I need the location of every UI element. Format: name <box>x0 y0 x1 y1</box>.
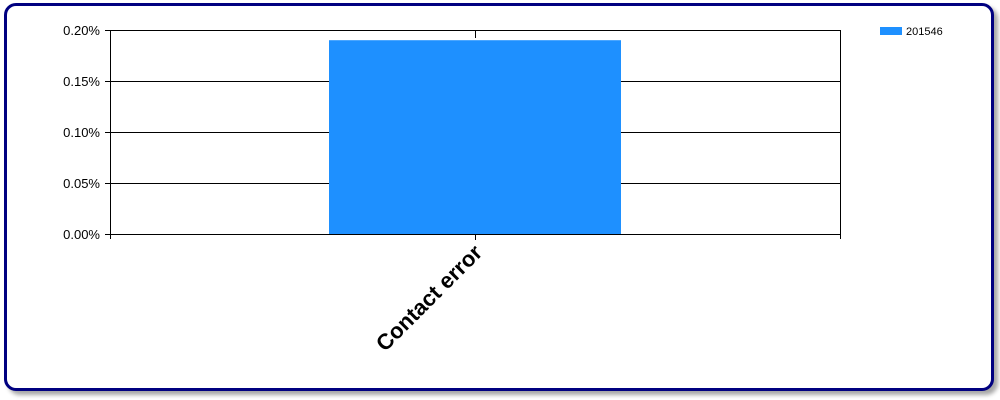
y-tick-label: 0.10% <box>63 125 100 140</box>
y-tick-label: 0.15% <box>63 74 100 89</box>
legend-swatch <box>880 27 902 35</box>
bar <box>329 40 621 235</box>
x-category-label: Contact error <box>371 240 488 357</box>
x-category-labels: Contact error <box>371 240 488 357</box>
bars <box>329 40 621 235</box>
y-tick-label: 0.05% <box>63 176 100 191</box>
axes <box>105 30 841 240</box>
legend-label: 201546 <box>906 26 943 38</box>
y-tick-label: 0.00% <box>63 227 100 242</box>
legend: 201546 <box>880 26 943 38</box>
y-tick-label: 0.20% <box>63 23 100 38</box>
y-tick-labels: 0.00% 0.05% 0.10% 0.15% 0.20% <box>63 23 100 242</box>
